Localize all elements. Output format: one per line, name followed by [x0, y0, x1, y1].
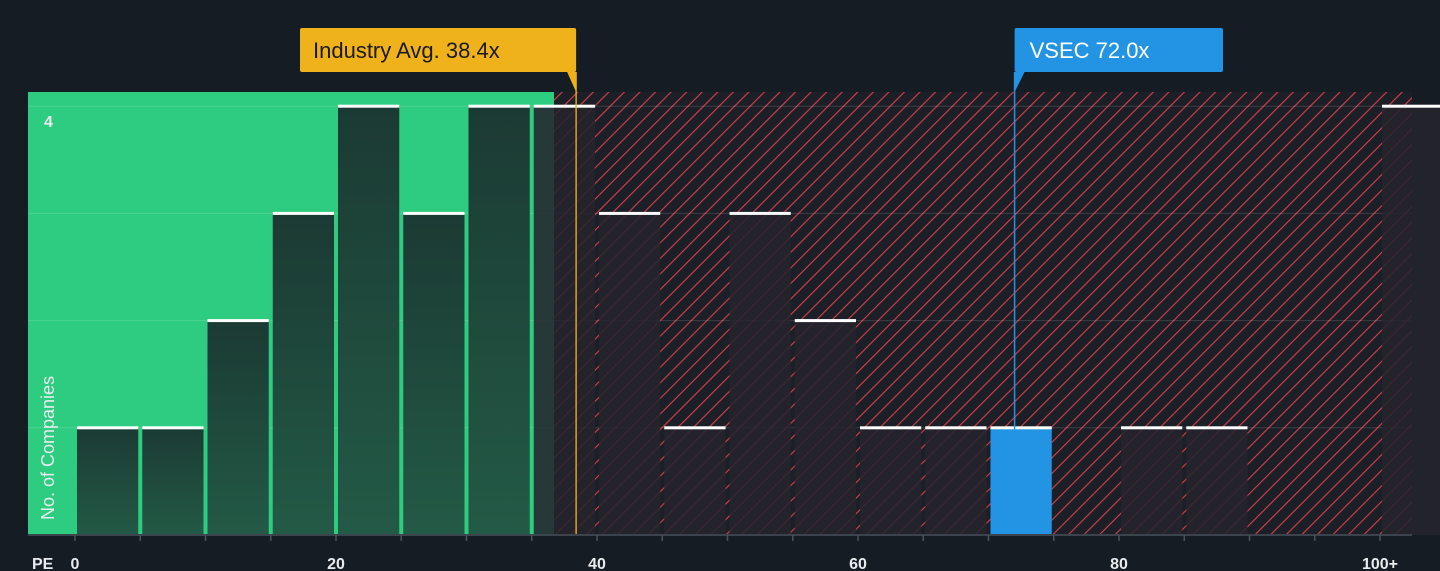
bar-cap [338, 104, 400, 108]
bar-cap [794, 319, 856, 323]
bar-65 [925, 426, 987, 535]
bar-20 [338, 104, 400, 535]
bar-10 [207, 319, 269, 535]
y-axis-label: No. of Companies [38, 376, 58, 520]
bar-cap [990, 426, 1052, 430]
company-callout: VSEC 72.0x [1014, 28, 1223, 92]
bar-body [403, 213, 465, 535]
bar-body [729, 213, 791, 535]
bar-cap [142, 426, 204, 430]
bar-body [990, 427, 1052, 535]
bar-cap [860, 426, 922, 430]
bar-0 [77, 426, 139, 535]
bar-body [1186, 427, 1248, 535]
bar-40 [599, 211, 661, 535]
x-tick-label: 80 [1110, 556, 1128, 571]
x-axis-label: PE [32, 556, 54, 571]
bar-cap [272, 211, 334, 215]
bar-body [599, 213, 661, 535]
bar-cap [77, 426, 139, 430]
industry-avg-callout: Industry Avg. 38.4x [300, 28, 577, 92]
company-pe-label: VSEC 72.0x [1030, 38, 1150, 63]
bar-body [272, 213, 334, 535]
bar-5 [142, 426, 204, 535]
bar-body [142, 427, 204, 535]
bar-cap [1121, 426, 1183, 430]
industry-avg-label: Industry Avg. 38.4x [313, 38, 500, 63]
bar-body [468, 106, 530, 535]
bar-body [207, 320, 269, 535]
bar-body [77, 427, 139, 535]
bar-body [925, 427, 987, 535]
bar-15 [272, 211, 334, 535]
bar-45 [664, 426, 726, 535]
bar-cap [207, 319, 269, 323]
y-tick-label: 4 [44, 114, 53, 131]
bar-50 [729, 211, 791, 535]
bar-cap [599, 211, 661, 215]
bar-cap [1186, 426, 1248, 430]
bar-cap [664, 426, 726, 430]
bar-body [533, 106, 595, 535]
bar-cap [1382, 104, 1440, 108]
bar-cap [729, 211, 791, 215]
industry-callout-pointer [567, 72, 577, 92]
bar-cap [925, 426, 987, 430]
bar-55 [794, 319, 856, 535]
bar-60 [860, 426, 922, 535]
bar-cap [533, 104, 595, 108]
industry-callout-box [300, 28, 577, 72]
bar-body [1382, 106, 1440, 535]
bar-30 [468, 104, 530, 535]
bar-70 [990, 426, 1052, 535]
x-tick-label: 100+ [1362, 556, 1398, 571]
bar-25 [403, 211, 465, 535]
bar-body [860, 427, 922, 535]
bar-85 [1186, 426, 1248, 535]
bar-body [338, 106, 400, 535]
bar-body [794, 320, 856, 535]
bar-35 [533, 104, 595, 535]
bar-body [1121, 427, 1183, 535]
bar-cap [468, 104, 530, 108]
x-tick-label: 0 [71, 556, 80, 571]
x-tick-label: 40 [588, 556, 606, 571]
bar-cap [403, 211, 465, 215]
x-tick-label: 20 [327, 556, 345, 571]
bar-80 [1121, 426, 1183, 535]
x-tick-label: 60 [849, 556, 867, 571]
bar-body [664, 427, 726, 535]
company-callout-pointer [1014, 72, 1025, 92]
company-callout-box [1014, 28, 1223, 72]
bar-100 [1382, 104, 1440, 535]
